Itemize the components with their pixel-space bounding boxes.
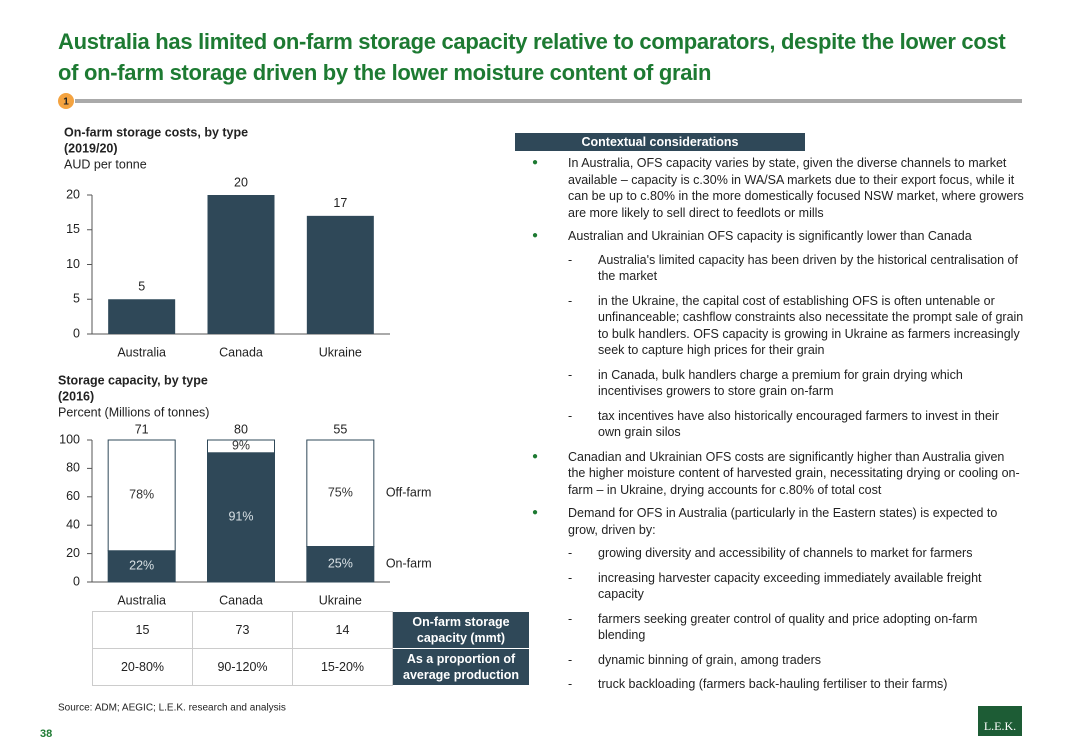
value-label: 22%: [129, 559, 154, 573]
sub-bullet: in Canada, bulk handlers charge a premiu…: [530, 367, 1025, 400]
sub-bullet: farmers seeking greater control of quali…: [530, 611, 1025, 644]
y-tick-label: 60: [66, 489, 80, 503]
value-label: 75%: [328, 486, 353, 500]
y-tick-label: 0: [73, 574, 80, 588]
sub-bullet: tax incentives have also historically en…: [530, 408, 1025, 441]
bar-segment: [107, 439, 176, 552]
y-axis-label: Percent (Millions of tonnes): [58, 405, 209, 419]
table-cell: 90-120%: [192, 648, 293, 686]
value-label: 25%: [328, 557, 353, 571]
bullet: Demand for OFS in Australia (particularl…: [530, 505, 1025, 538]
bar: [306, 215, 374, 334]
chart-title: Storage capacity, by type: [58, 373, 208, 387]
x-tick-label: Canada: [219, 593, 263, 607]
table-cell: 73: [192, 611, 293, 649]
y-tick-label: 20: [66, 187, 80, 201]
table-cell: 20-80%: [92, 648, 193, 686]
legend-label: On-farm: [386, 557, 432, 571]
sub-bullet: Australia's limited capacity has been dr…: [530, 252, 1025, 285]
value-label: 9%: [232, 439, 250, 453]
sub-bullet: growing diversity and accessibility of c…: [530, 545, 1025, 562]
value-label: 78%: [129, 488, 154, 502]
total-label: 80: [234, 422, 248, 436]
chart-subtitle: (2019/20): [64, 141, 118, 155]
page-number: 38: [40, 728, 52, 740]
capacity-table: 15 73 14 On-farm storage capacity (mmt) 20-8…: [92, 611, 530, 686]
table-row: 15 73 14 On-farm storage capacity (mmt): [92, 611, 530, 649]
bar: [207, 195, 275, 334]
x-tick-label: Australia: [117, 345, 166, 359]
step-badge: [58, 93, 74, 109]
slide-title: Australia has limited on-farm storage ca…: [58, 29, 1006, 85]
x-tick-label: Canada: [219, 345, 263, 359]
total-label: 71: [135, 422, 149, 436]
y-tick-label: 40: [66, 517, 80, 531]
value-label: 91%: [228, 510, 253, 524]
value-label: 20: [234, 175, 248, 189]
bar-segment: [107, 550, 176, 583]
logo: [978, 706, 1022, 736]
bar: [108, 299, 176, 334]
bar-segment: [207, 439, 275, 454]
chart-subtitle: (2016): [58, 389, 94, 403]
context-heading: Contextual considerations: [515, 133, 805, 151]
legend-label: Off-farm: [386, 486, 432, 500]
x-tick-label: Ukraine: [319, 593, 362, 607]
bullet: Canadian and Ukrainian OFS costs are sig…: [530, 449, 1025, 499]
sub-bullet: truck backloading (farmers back-hauling …: [530, 676, 1025, 693]
row-label: As a proportion of average production: [392, 648, 530, 686]
y-tick-label: 15: [66, 222, 80, 236]
total-label: 55: [333, 422, 347, 436]
y-axis-label: AUD per tonne: [64, 157, 147, 171]
y-tick-label: 0: [73, 326, 80, 340]
sub-bullet: dynamic binning of grain, among traders: [530, 652, 1025, 669]
bullet: Australian and Ukrainian OFS capacity is…: [530, 228, 1025, 245]
chart-title: On-farm storage costs, by type: [64, 125, 248, 139]
bar-segment: [306, 439, 375, 547]
table-cell: 15-20%: [292, 648, 393, 686]
step-number: 1: [63, 97, 69, 108]
y-tick-label: 10: [66, 257, 80, 271]
x-tick-label: Australia: [117, 593, 166, 607]
y-tick-label: 20: [66, 546, 80, 560]
row-label: On-farm storage capacity (mmt): [392, 611, 530, 649]
logo-text: L.E.K.: [984, 719, 1016, 733]
table-cell: 14: [292, 611, 393, 649]
sub-bullet: in the Ukraine, the capital cost of esta…: [530, 293, 1025, 359]
table-row: 20-80% 90-120% 15-20% As a proportion of av…: [92, 648, 530, 686]
source: Source: ADM; AEGIC; L.E.K. research and …: [58, 703, 286, 714]
y-tick-label: 100: [59, 432, 80, 446]
sub-bullet: increasing harvester capacity exceeding …: [530, 570, 1025, 603]
table-cell: 15: [92, 611, 193, 649]
y-tick-label: 80: [66, 461, 80, 475]
value-label: 17: [333, 196, 347, 210]
y-tick-label: 5: [73, 292, 80, 306]
bullet: In Australia, OFS capacity varies by sta…: [530, 155, 1025, 221]
value-label: 5: [138, 280, 145, 294]
context-list: In Australia, OFS capacity varies by sta…: [530, 155, 1025, 701]
x-tick-label: Ukraine: [319, 345, 362, 359]
